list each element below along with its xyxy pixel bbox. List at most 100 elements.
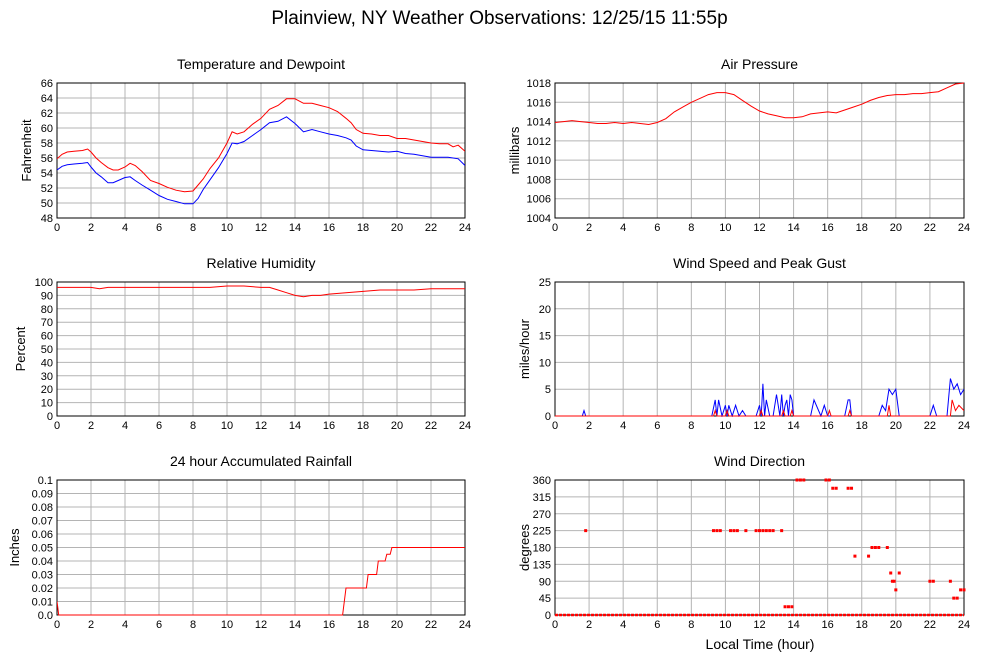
humidity-x-tick-label: 22 [425, 420, 437, 432]
pressure-y-tick-label: 1004 [527, 213, 551, 225]
direction-y-tick-label: 180 [533, 543, 551, 555]
wind-y-tick-label: 25 [539, 277, 551, 289]
temperature-y-tick-label: 58 [41, 138, 53, 150]
direction-point [771, 529, 775, 533]
humidity-x-tick-label: 12 [255, 420, 267, 432]
wind-x-tick-label: 20 [890, 420, 902, 432]
humidity-series-line [57, 285, 465, 298]
wind-x-tick-label: 14 [787, 420, 799, 432]
direction-point [948, 579, 952, 583]
direction-x-tick-label: 14 [787, 619, 799, 631]
wind-y-tick-label: 5 [545, 384, 551, 396]
direction-point [754, 529, 758, 533]
wind-series-line [555, 399, 964, 417]
temperature-y-tick-label: 66 [41, 78, 53, 90]
direction-y-tick-label: 315 [533, 492, 551, 504]
direction-point [897, 571, 901, 575]
temperature-x-tick-label: 22 [425, 222, 437, 234]
rainfall-chart-title: 24 hour Accumulated Rainfall [170, 453, 352, 469]
rainfall-x-tick-label: 20 [391, 619, 403, 631]
temperature-x-tick-label: 0 [54, 222, 60, 234]
pressure-y-tick-label: 1014 [527, 117, 551, 129]
humidity-x-tick-label: 8 [190, 420, 196, 432]
temperature-y-tick-label: 60 [41, 123, 53, 135]
rainfall-y-tick-label: 0.0 [38, 610, 53, 622]
humidity-y-tick-label: 50 [41, 344, 53, 356]
rainfall-y-tick-label: 0.03 [32, 570, 53, 582]
direction-point [889, 571, 893, 575]
pressure-x-tick-label: 20 [890, 222, 902, 234]
direction-x-tick-label: 24 [958, 619, 970, 631]
pressure-y-axis-label: millibars [507, 126, 522, 174]
direction-y-tick-label: 45 [539, 593, 551, 605]
rainfall-y-tick-label: 0.05 [32, 543, 53, 555]
rainfall-x-tick-label: 4 [122, 619, 128, 631]
temperature-y-tick-label: 54 [41, 168, 53, 180]
humidity-y-tick-label: 20 [41, 384, 53, 396]
temperature-y-tick-label: 48 [41, 213, 53, 225]
rainfall-x-tick-label: 0 [54, 619, 60, 631]
humidity-y-tick-label: 70 [41, 317, 53, 329]
direction-point [795, 478, 799, 482]
wind-x-tick-label: 6 [654, 420, 660, 432]
direction-y-tick-label: 270 [533, 509, 551, 521]
humidity-x-tick-label: 4 [122, 420, 128, 432]
humidity-x-tick-label: 14 [289, 420, 301, 432]
humidity-x-tick-label: 6 [156, 420, 162, 432]
wind-x-tick-label: 10 [719, 420, 731, 432]
wind-y-tick-label: 0 [545, 411, 551, 423]
temperature-y-axis-label: Fahrenheit [19, 119, 34, 182]
direction-y-axis-label: degrees [517, 524, 532, 571]
pressure-x-tick-label: 12 [753, 222, 765, 234]
direction-point [744, 529, 748, 533]
wind-y-tick-label: 15 [539, 331, 551, 343]
direction-y-tick-label: 0 [545, 610, 551, 622]
direction-point [870, 546, 874, 549]
direction-x-tick-label: 4 [620, 619, 626, 631]
direction-point [584, 529, 588, 533]
direction-point [786, 605, 790, 609]
direction-point [768, 529, 772, 533]
wind-y-tick-label: 10 [539, 357, 551, 369]
pressure-y-tick-label: 1006 [527, 194, 551, 206]
page-title: Plainview, NY Weather Observations: 12/2… [271, 8, 728, 29]
humidity-x-tick-label: 10 [221, 420, 233, 432]
direction-point [834, 486, 838, 490]
pressure-plot-frame [554, 82, 965, 219]
temperature-series-line [57, 116, 465, 205]
pressure-x-tick-label: 18 [856, 222, 868, 234]
rainfall-y-tick-label: 0.01 [32, 597, 53, 609]
pressure-x-tick-label: 8 [688, 222, 694, 234]
pressure-y-tick-label: 1018 [527, 78, 551, 90]
pressure-x-tick-label: 2 [586, 222, 592, 234]
temperature-chart-title: Temperature and Dewpoint [177, 56, 345, 72]
direction-x-tick-label: 10 [719, 619, 731, 631]
temperature-plot-frame [56, 82, 466, 219]
rainfall-y-tick-label: 0.1 [38, 475, 53, 487]
pressure-x-tick-label: 4 [620, 222, 626, 234]
rainfall-y-tick-label: 0.09 [32, 489, 53, 501]
rainfall-x-tick-label: 24 [459, 619, 471, 631]
rainfall-y-tick-label: 0.02 [32, 583, 53, 595]
wind-x-tick-label: 24 [958, 420, 970, 432]
pressure-y-tick-label: 1010 [527, 155, 551, 167]
direction-point [758, 529, 761, 533]
temperature-x-tick-label: 10 [221, 222, 233, 234]
direction-x-tick-label: 6 [654, 619, 660, 631]
wind-x-tick-label: 2 [586, 420, 592, 432]
temperature-chart: 0 2 4 6 8 10 12 14 16 18 20 22 244850525456586062646… [19, 56, 471, 234]
x-axis-label: Local Time (hour) [706, 636, 815, 652]
wind-x-tick-label: 0 [552, 420, 558, 432]
direction-y-tick-label: 90 [539, 576, 551, 588]
rainfall-chart: 0 2 4 6 8 10 12 14 16 18 20 22 240.00.010.020.030.04… [7, 453, 471, 631]
direction-point [877, 546, 881, 549]
rainfall-x-tick-label: 2 [88, 619, 94, 631]
wind-y-axis-label: miles/hour [517, 318, 532, 379]
direction-point [802, 478, 806, 482]
humidity-y-axis-label: Percent [13, 326, 28, 371]
humidity-y-tick-label: 30 [41, 371, 53, 383]
humidity-x-tick-label: 24 [459, 420, 471, 432]
direction-point [885, 546, 889, 549]
temperature-y-tick-label: 56 [41, 153, 53, 165]
temperature-x-tick-label: 24 [459, 222, 471, 234]
